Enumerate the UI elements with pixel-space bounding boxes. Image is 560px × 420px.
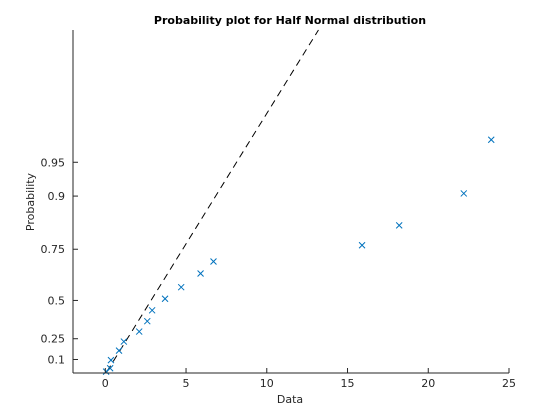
data-point-marker: [107, 356, 115, 364]
data-point-marker: [148, 306, 156, 314]
y-tick-label: 0.95: [41, 156, 66, 169]
y-axis-label: Probability: [24, 172, 37, 231]
y-tick-label: 0.25: [41, 333, 66, 346]
reference-line: [106, 29, 319, 372]
data-point-marker: [106, 364, 114, 372]
x-axis-ticks: 0 5 10 15 20 25: [102, 368, 516, 390]
data-point-marker: [161, 295, 169, 303]
data-point-marker: [395, 222, 403, 229]
x-tick-label: 10: [260, 377, 274, 390]
x-tick-label: 5: [183, 377, 190, 390]
data-point-marker: [487, 136, 495, 144]
data-point-marker: [143, 317, 151, 325]
y-tick-label: 0.9: [48, 190, 66, 203]
x-axis-label: Data: [277, 393, 303, 406]
data-point-marker: [460, 190, 468, 197]
data-point-marker: [358, 241, 366, 249]
data-point-marker: [120, 338, 128, 345]
y-tick-label: 0.5: [48, 294, 66, 307]
data-point-marker: [135, 328, 143, 335]
x-tick-label: 15: [341, 377, 355, 390]
plot-area: [102, 29, 495, 376]
data-point-marker: [210, 258, 217, 265]
data-point-marker: [197, 270, 204, 277]
x-tick-label: 0: [102, 377, 109, 390]
y-tick-label: 0.75: [41, 243, 66, 256]
y-axis-ticks: 0.1 0.25 0.5 0.75 0.9 0.95: [41, 156, 78, 366]
x-tick-label: 25: [502, 377, 516, 390]
y-tick-label: 0.1: [48, 353, 66, 366]
data-point-marker: [115, 347, 123, 354]
x-tick-label: 20: [421, 377, 435, 390]
chart-title: Probability plot for Half Normal distrib…: [154, 14, 426, 27]
data-point-marker: [177, 283, 185, 291]
